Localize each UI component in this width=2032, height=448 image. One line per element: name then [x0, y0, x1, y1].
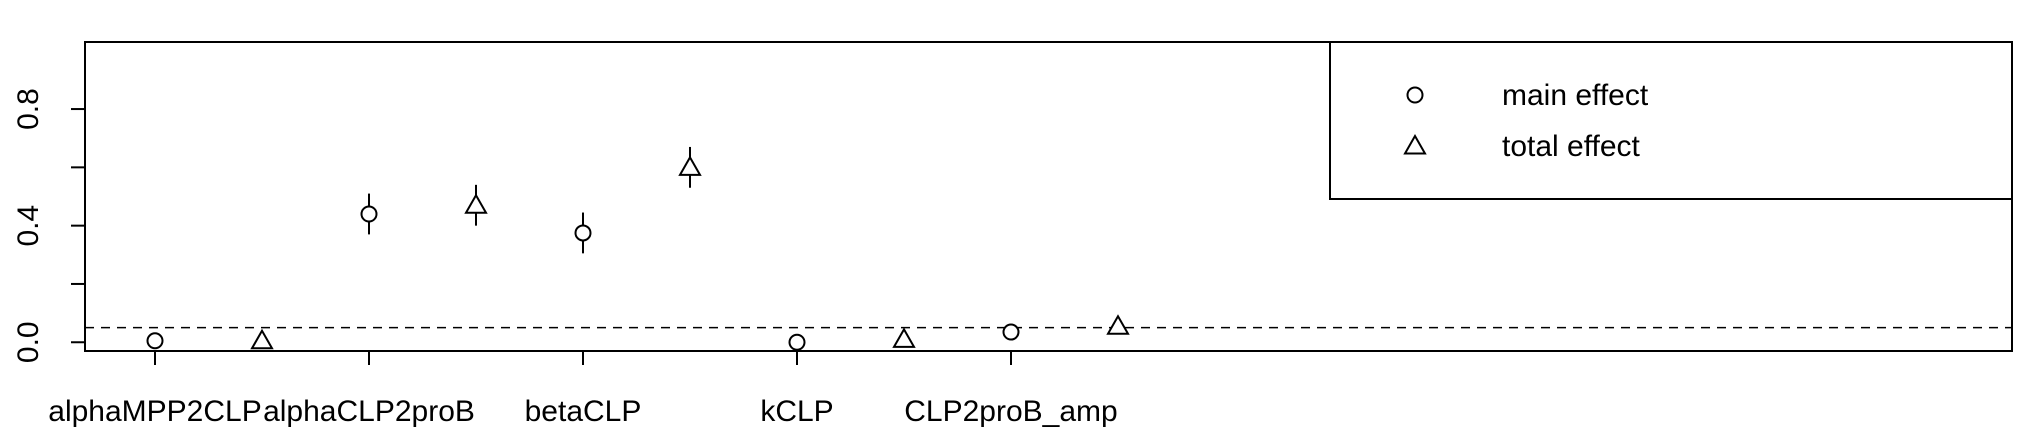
- total-effect-point: [250, 328, 274, 350]
- legend-triangle-marker: [1403, 133, 1427, 155]
- x-tick-label: CLP2proB_amp: [904, 395, 1117, 428]
- y-tick-label: 0.4: [12, 205, 45, 247]
- x-axis: alphaMPP2CLP alphaCLP2proB betaCLP kCLP CLP2…: [48, 350, 1118, 428]
- data-points: [146, 146, 1130, 351]
- total-effect-point: [892, 327, 916, 348]
- main-effect-point: [146, 332, 164, 350]
- main-effect-point: [574, 224, 592, 242]
- main-effect-point: [788, 333, 806, 351]
- x-tick-label: betaCLP: [525, 395, 642, 428]
- legend-label: main effect: [1502, 79, 1649, 112]
- x-tick-label: kCLP: [760, 395, 833, 428]
- legend-box: [1329, 41, 2013, 200]
- y-axis: 0.0 0.4 0.8: [12, 50, 86, 363]
- total-effect-point: [464, 193, 488, 214]
- y-tick-label: 0.8: [12, 88, 45, 130]
- main-effect-point: [1002, 323, 1020, 341]
- x-tick-label: alphaMPP2CLP: [48, 395, 261, 428]
- legend-circle-marker: [1406, 86, 1424, 104]
- total-effect-point: [678, 155, 702, 176]
- total-effect-point: [1106, 314, 1130, 335]
- main-effect-point: [360, 205, 378, 223]
- x-tick-label: alphaCLP2proB: [263, 395, 475, 428]
- y-tick-label: 0.0: [12, 321, 45, 363]
- legend-label: total effect: [1502, 130, 1641, 163]
- legend: main effect total effect: [1329, 41, 2013, 200]
